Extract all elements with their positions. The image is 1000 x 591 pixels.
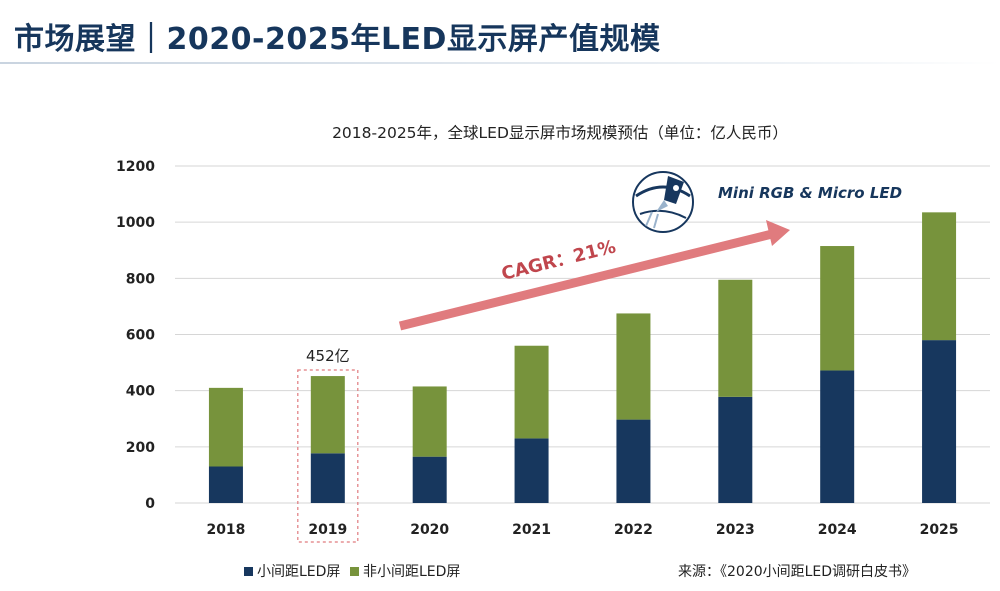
x-axis-labels: 2018 2019 2020 2021 2022 2023 2024 2025 <box>206 522 958 538</box>
bar-small-pitch-2018 <box>208 466 243 503</box>
bar-non-small-pitch-2024 <box>820 246 855 371</box>
x-tick-label-2021: 2021 <box>512 522 551 538</box>
x-tick-label-2020: 2020 <box>410 522 449 538</box>
bar-small-pitch-2019 <box>310 453 345 503</box>
bar-small-pitch-2022 <box>616 419 651 503</box>
bar-small-pitch-2021 <box>514 438 549 503</box>
x-tick-label-2024: 2024 <box>818 522 857 538</box>
y-tick-label: 0 <box>145 496 155 512</box>
bar-non-small-pitch-2020 <box>412 386 447 457</box>
y-axis-ticks: 0 200 400 600 800 1000 1200 <box>116 159 155 512</box>
bar-small-pitch-2025 <box>922 340 957 503</box>
x-tick-label-2022: 2022 <box>614 522 653 538</box>
y-tick-label: 800 <box>126 271 155 287</box>
cagr-arrow <box>398 220 790 331</box>
bar-non-small-pitch-2023 <box>718 279 753 397</box>
bar-non-small-pitch-2025 <box>922 212 957 341</box>
x-tick-label-2025: 2025 <box>920 522 959 538</box>
highlight-box-2019 <box>297 369 359 543</box>
chart-title: 2018-2025年，全球LED显示屏市场规模预估（单位：亿人民币） <box>332 124 788 142</box>
tech-label: Mini RGB & Micro LED <box>718 184 902 202</box>
y-tick-label: 600 <box>126 328 155 344</box>
y-tick-label: 200 <box>126 440 155 456</box>
source-note: 来源：《2020小间距LED调研白皮书》 <box>678 564 916 580</box>
y-tick-label: 1000 <box>116 215 155 231</box>
bar-small-pitch-2020 <box>412 456 447 503</box>
bar-small-pitch-2024 <box>820 370 855 503</box>
title-divider <box>0 62 1000 64</box>
x-tick-label-2023: 2023 <box>716 522 755 538</box>
y-tick-label: 1200 <box>116 159 155 175</box>
bar-non-small-pitch-2019 <box>310 376 345 454</box>
bars <box>208 212 957 503</box>
x-tick-label-2019: 2019 <box>308 522 347 538</box>
bar-non-small-pitch-2018 <box>208 387 243 467</box>
page-title: 市场展望｜2020-2025年LED显示屏产值规模 <box>14 22 661 57</box>
legend: 小间距LED屏 非小间距LED屏 <box>244 564 460 580</box>
highlight-value-label: 452亿 <box>306 347 350 365</box>
bar-small-pitch-2023 <box>718 396 753 503</box>
rocket-globe-icon <box>632 171 694 233</box>
y-tick-label: 400 <box>126 384 155 400</box>
legend-swatch-non-small-pitch <box>350 567 359 576</box>
bar-non-small-pitch-2021 <box>514 345 549 439</box>
bar-non-small-pitch-2022 <box>616 313 651 420</box>
legend-swatch-small-pitch <box>244 567 253 576</box>
gridlines <box>175 165 990 504</box>
x-tick-label-2018: 2018 <box>206 522 245 538</box>
legend-label-small-pitch: 小间距LED屏 <box>257 564 340 580</box>
legend-label-non-small-pitch: 非小间距LED屏 <box>363 564 460 580</box>
